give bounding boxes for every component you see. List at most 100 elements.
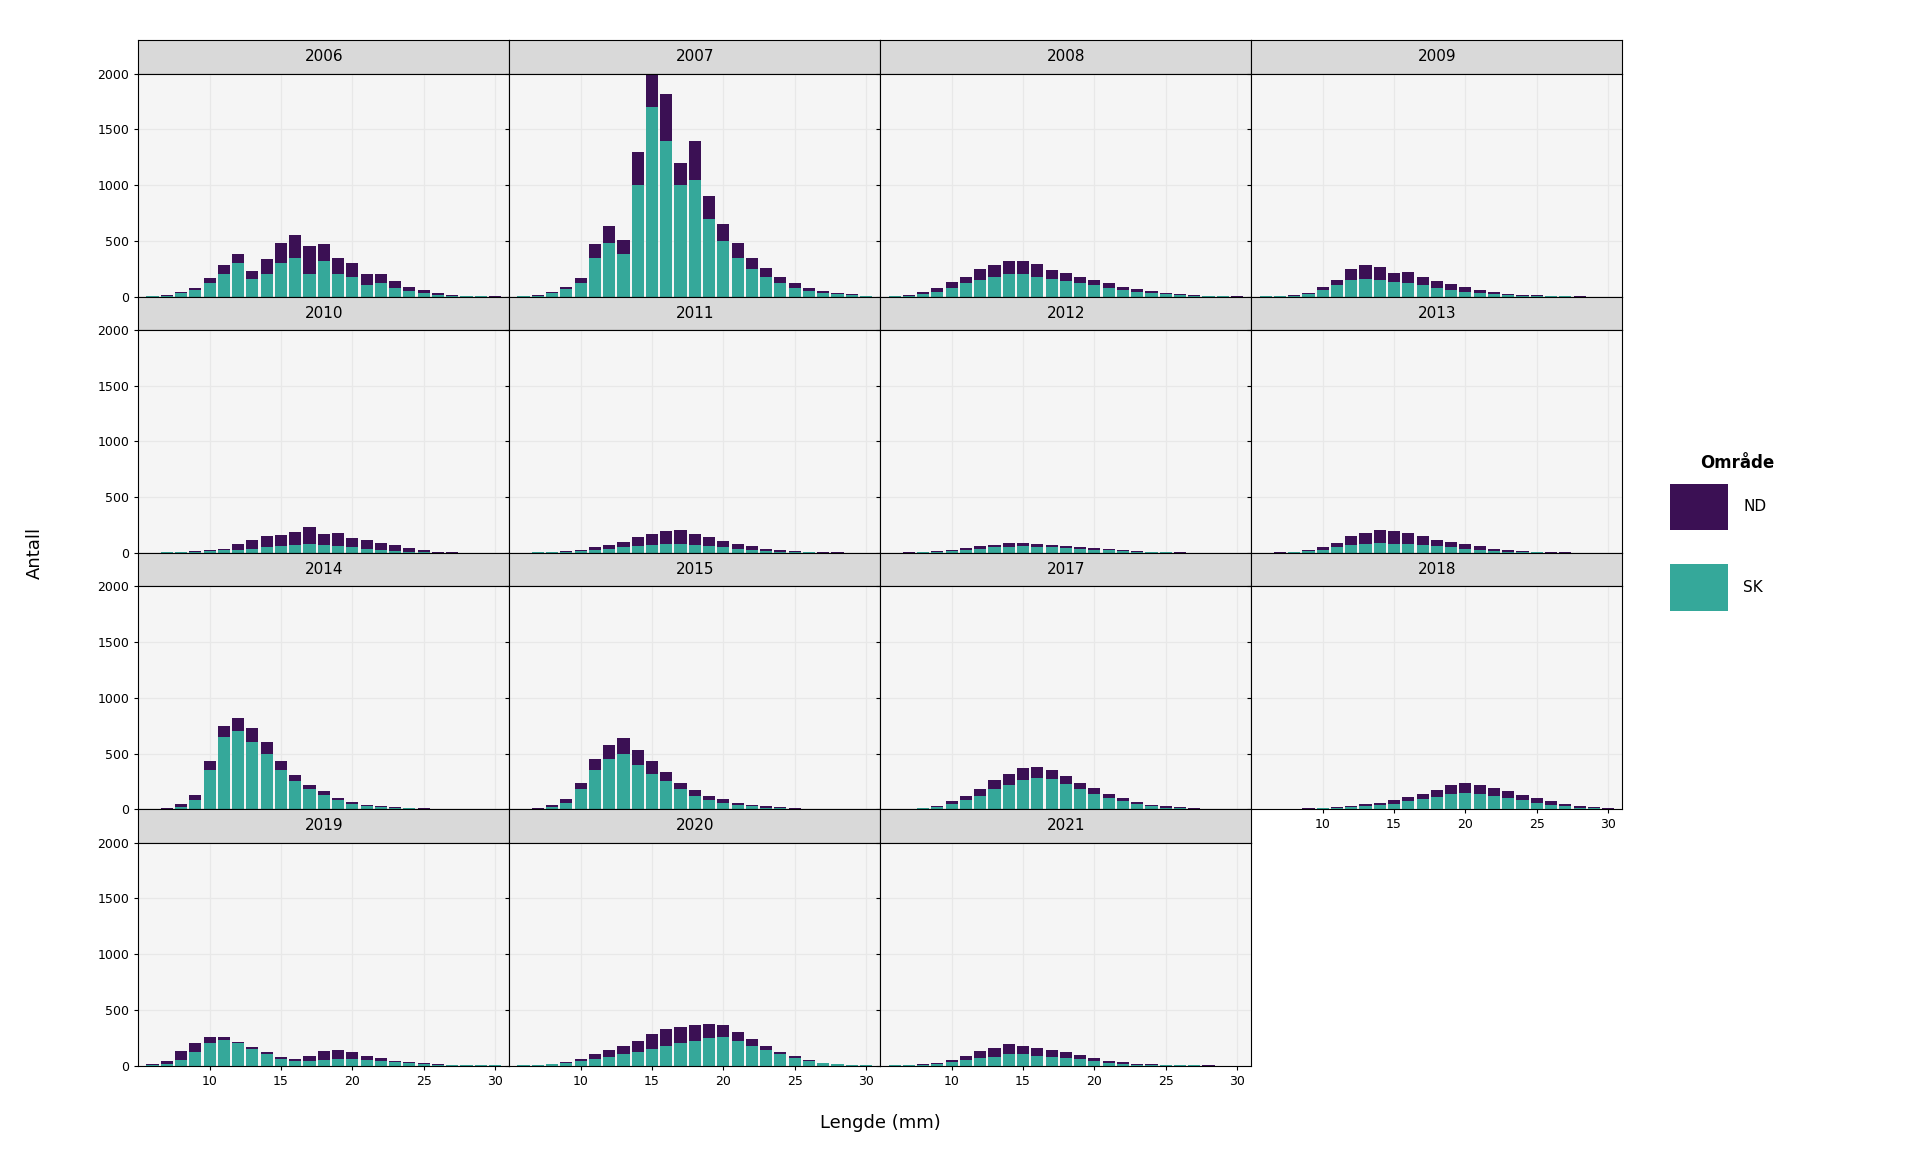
Bar — [361, 1055, 372, 1060]
Bar — [1060, 775, 1071, 783]
Bar — [561, 1063, 572, 1066]
Bar — [1346, 808, 1357, 810]
Bar — [190, 290, 202, 297]
Bar — [632, 537, 643, 546]
Bar — [1359, 533, 1371, 544]
Bar — [689, 1025, 701, 1041]
Bar — [204, 283, 215, 297]
Bar — [204, 552, 215, 553]
Bar — [561, 799, 572, 803]
Bar — [689, 790, 701, 796]
Bar — [217, 1040, 230, 1066]
Bar — [317, 791, 330, 795]
Bar — [660, 141, 672, 297]
Bar — [217, 265, 230, 274]
Bar — [246, 548, 259, 553]
Bar — [1117, 1062, 1129, 1064]
Bar — [217, 274, 230, 297]
Bar — [1402, 544, 1415, 553]
Bar — [1475, 294, 1486, 297]
Bar — [303, 1061, 315, 1066]
Bar — [403, 287, 415, 291]
Bar — [618, 240, 630, 255]
Bar — [403, 548, 415, 552]
Bar — [332, 546, 344, 553]
Bar — [1501, 791, 1515, 798]
Bar — [303, 274, 315, 297]
Bar — [1359, 265, 1371, 279]
Bar — [1002, 544, 1016, 547]
Bar — [660, 781, 672, 810]
Bar — [1488, 551, 1500, 553]
Bar — [232, 255, 244, 263]
Bar — [645, 761, 659, 774]
Bar — [1002, 785, 1016, 810]
Bar — [1446, 785, 1457, 794]
Bar — [1402, 797, 1415, 802]
Bar — [1475, 290, 1486, 294]
Bar — [1073, 276, 1087, 283]
Bar — [1402, 802, 1415, 810]
Bar — [960, 1060, 972, 1066]
Bar — [732, 803, 743, 805]
Bar — [1359, 279, 1371, 297]
Bar — [674, 789, 687, 810]
Bar — [1160, 293, 1171, 295]
Bar — [1073, 548, 1087, 553]
Bar — [589, 244, 601, 258]
Bar — [1459, 548, 1471, 553]
Bar — [645, 62, 659, 107]
Bar — [1031, 778, 1043, 810]
Bar — [1102, 283, 1116, 288]
Bar — [261, 1052, 273, 1054]
Bar — [632, 765, 643, 810]
Bar — [1373, 803, 1386, 805]
Bar — [190, 801, 202, 810]
Bar — [774, 276, 787, 283]
Bar — [290, 545, 301, 553]
Bar — [261, 274, 273, 297]
Bar — [1530, 798, 1544, 803]
Bar — [1373, 805, 1386, 810]
Bar — [831, 293, 843, 295]
Bar — [403, 1063, 415, 1066]
Bar — [374, 550, 388, 553]
Bar — [1459, 287, 1471, 291]
Bar — [390, 1061, 401, 1062]
Bar — [918, 293, 929, 295]
Bar — [246, 742, 259, 810]
Bar — [290, 781, 301, 810]
Bar — [1459, 544, 1471, 548]
Bar — [1430, 797, 1444, 810]
Bar — [361, 286, 372, 297]
Bar — [374, 1059, 388, 1061]
Bar — [689, 796, 701, 810]
Bar — [1073, 547, 1087, 548]
Bar — [931, 293, 943, 297]
Bar — [845, 295, 858, 297]
Bar — [618, 738, 630, 753]
Bar — [660, 531, 672, 544]
Bar — [1046, 1049, 1058, 1056]
Text: 2021: 2021 — [1046, 818, 1085, 833]
Bar — [246, 279, 259, 297]
Bar — [290, 532, 301, 545]
Bar — [947, 1060, 958, 1062]
Bar — [589, 547, 601, 550]
Bar — [204, 1037, 215, 1044]
Bar — [589, 258, 601, 297]
Bar — [1046, 779, 1058, 810]
Bar — [745, 258, 758, 268]
Bar — [1102, 1063, 1116, 1066]
Bar — [346, 1052, 359, 1059]
Text: Antall: Antall — [25, 526, 44, 579]
Bar — [317, 1060, 330, 1066]
Bar — [1488, 796, 1500, 810]
Bar — [1373, 266, 1386, 280]
Bar — [603, 545, 614, 548]
Bar — [1046, 771, 1058, 779]
Bar — [246, 1047, 259, 1048]
Bar — [1018, 546, 1029, 553]
Bar — [745, 268, 758, 297]
Bar — [175, 294, 186, 297]
